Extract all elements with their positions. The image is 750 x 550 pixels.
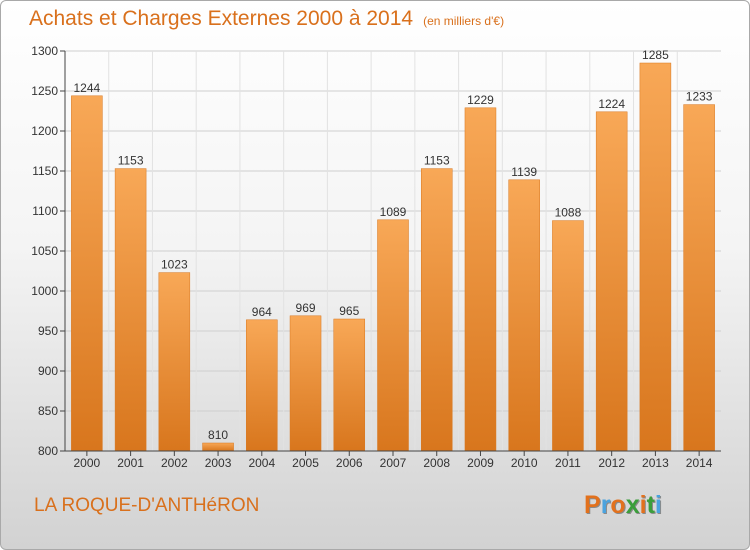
x-tick-label: 2006	[336, 456, 363, 470]
bar	[202, 442, 234, 452]
bar	[683, 104, 715, 452]
data-label: 964	[252, 305, 272, 319]
x-tick-label: 2012	[598, 456, 625, 470]
x-tick-label: 2011	[555, 456, 581, 470]
bar	[333, 318, 366, 452]
data-label: 1139	[511, 165, 537, 179]
bar	[464, 107, 497, 452]
chart-title: Achats et Charges Externes 2000 à 2014 (e…	[29, 7, 504, 31]
chart-title-text: Achats et Charges Externes 2000 à 2014	[29, 7, 414, 30]
bar	[552, 220, 584, 452]
logo-letter: i	[654, 491, 662, 519]
y-tick-label: 1050	[31, 244, 58, 258]
y-tick-label: 1250	[31, 84, 58, 98]
bar	[71, 95, 103, 452]
x-tick-label: 2001	[117, 456, 144, 470]
data-label: 1088	[555, 206, 582, 220]
logo-letter: i	[639, 491, 647, 519]
data-label: 1233	[686, 90, 713, 104]
y-tick-label: 950	[38, 324, 58, 338]
bar	[114, 168, 147, 452]
proxiti-logo: Proxiti	[584, 491, 662, 520]
bar	[158, 272, 191, 452]
x-tick-label: 2003	[205, 456, 232, 470]
data-label: 969	[296, 301, 316, 315]
x-tick-label: 2010	[511, 456, 538, 470]
y-tick-label: 850	[38, 404, 58, 418]
y-tick-label: 1000	[31, 284, 58, 298]
bar	[639, 62, 672, 452]
data-label: 1285	[642, 48, 669, 62]
x-tick-label: 2013	[642, 456, 669, 470]
data-label: 810	[208, 428, 228, 442]
data-label: 1023	[161, 258, 188, 272]
bar	[420, 168, 453, 452]
y-tick-label: 1100	[32, 204, 58, 218]
x-tick-label: 2008	[423, 456, 450, 470]
data-label: 1244	[74, 81, 101, 95]
logo-letter: t	[646, 491, 655, 519]
data-label: 1224	[598, 97, 625, 111]
data-label: 1153	[118, 154, 144, 168]
data-label: 1089	[380, 205, 407, 219]
y-tick-label: 1150	[32, 164, 58, 178]
y-tick-label: 1200	[31, 124, 58, 138]
x-tick-label: 2009	[467, 456, 494, 470]
logo-letter: o	[610, 491, 626, 519]
logo-letter: r	[600, 491, 611, 519]
y-tick-label: 1300	[31, 44, 58, 58]
y-tick-label: 900	[38, 364, 58, 378]
bar	[595, 111, 628, 452]
x-tick-label: 2004	[248, 456, 275, 470]
logo-letter: P	[584, 491, 601, 519]
data-label: 965	[339, 304, 359, 318]
x-tick-label: 2000	[74, 456, 101, 470]
bar	[289, 315, 322, 452]
bar	[377, 219, 409, 452]
x-tick-label: 2002	[161, 456, 188, 470]
logo-letter: x	[625, 491, 640, 519]
x-tick-label: 2007	[380, 456, 407, 470]
data-label: 1229	[467, 93, 494, 107]
data-label: 1153	[424, 154, 450, 168]
place-name: LA ROQUE-D'ANTHéRON	[34, 495, 260, 516]
y-tick-label: 800	[38, 444, 58, 458]
bars: 1244 1153 1023 810 964 969 965 1089 1153 1229 1139…	[71, 48, 715, 452]
x-tick-label: 2005	[292, 456, 319, 470]
chart-subtitle: (en milliers d'€)	[423, 14, 505, 28]
x-tick-label: 2014	[686, 456, 713, 470]
bar	[508, 179, 540, 452]
bar	[246, 319, 278, 452]
axes: 800 850 900 950 1000 1050 1100 1150 1200 1250 1300…	[31, 44, 721, 470]
